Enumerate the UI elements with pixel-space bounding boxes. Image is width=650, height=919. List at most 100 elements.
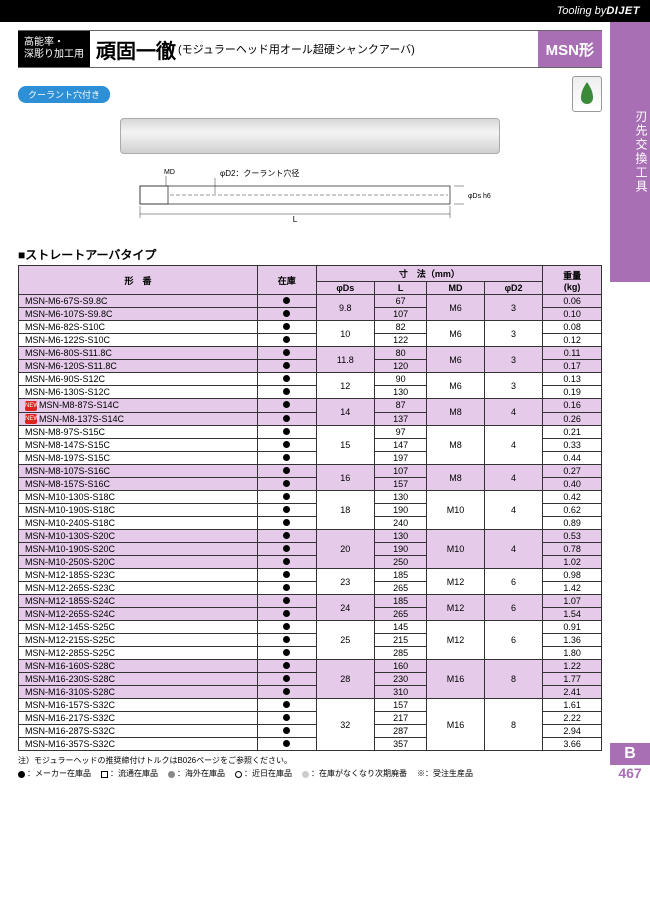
cell-weight: 1.54 [543, 608, 602, 621]
th-stock: 在庫 [257, 266, 316, 295]
stock-dot-icon [283, 636, 290, 643]
cell-md: M16 [427, 660, 485, 699]
stock-dot-icon [283, 610, 290, 617]
cell-weight: 0.44 [543, 452, 602, 465]
cell-L: 82 [375, 321, 427, 334]
cell-d2: 6 [484, 621, 543, 660]
cell-partnumber: MSN-M8-97S-S15C [19, 426, 258, 439]
stock-dot-icon [283, 688, 290, 695]
cell-md: M8 [427, 465, 485, 491]
cell-partnumber: MSN-M6-107S-S9.8C [19, 308, 258, 321]
cell-ds: 10 [316, 321, 375, 347]
product-title: 頑固一徹 (モジュラーヘッド用オール超硬シャンクアーバ) [90, 31, 538, 67]
cell-L: 147 [375, 439, 427, 452]
legend-maker: ：メーカー在庫品 [18, 768, 91, 779]
cell-partnumber: MSN-M16-217S-S32C [19, 712, 258, 725]
cell-stock [257, 543, 316, 556]
model-badge: MSN形 [538, 31, 602, 67]
cell-stock [257, 439, 316, 452]
usage-tag-line2: 深彫り加工用 [24, 49, 84, 61]
th-weight: 重量 (kg) [543, 266, 602, 295]
cell-partnumber: MSN-M12-215S-S25C [19, 634, 258, 647]
cell-md: M10 [427, 530, 485, 569]
cell-stock [257, 569, 316, 582]
stock-dot-icon [283, 336, 290, 343]
cell-L: 217 [375, 712, 427, 725]
cell-stock [257, 308, 316, 321]
cell-weight: 1.80 [543, 647, 602, 660]
stock-dot-icon [283, 662, 290, 669]
cell-partnumber: MSN-M6-122S-S10C [19, 334, 258, 347]
cell-stock [257, 347, 316, 360]
stock-dot-icon [283, 493, 290, 500]
cell-d2: 3 [484, 295, 543, 321]
cell-weight: 0.06 [543, 295, 602, 308]
cell-ds: 11.8 [316, 347, 375, 373]
product-diagram: L φD2：クーラント穴径 MD φDs h6 [18, 118, 602, 238]
stock-legend: ：メーカー在庫品 ：流通在庫品 ：海外在庫品 ：近日在庫品 ：在庫がなくなり次期… [18, 768, 602, 779]
cell-weight: 0.13 [543, 373, 602, 386]
usage-tag-line1: 高能率・ [24, 37, 84, 49]
cell-partnumber: MSN-M6-90S-S12C [19, 373, 258, 386]
stock-dot-icon [283, 375, 290, 382]
label-L: L [293, 215, 298, 224]
product-photo [120, 118, 500, 154]
cell-L: 107 [375, 465, 427, 478]
cell-L: 137 [375, 412, 427, 426]
cell-weight: 0.91 [543, 621, 602, 634]
cell-ds: 20 [316, 530, 375, 569]
stock-dot-icon [283, 480, 290, 487]
cell-md: M8 [427, 399, 485, 426]
cell-ds: 14 [316, 399, 375, 426]
cell-ds: 24 [316, 595, 375, 621]
cell-ds: 15 [316, 426, 375, 465]
cell-md: M6 [427, 347, 485, 373]
stock-dot-icon [283, 349, 290, 356]
table-row: MSN-M16-160S-S28C28160M1681.22 [19, 660, 602, 673]
title-sub: (モジュラーヘッド用オール超硬シャンクアーバ) [178, 41, 415, 57]
cell-L: 130 [375, 530, 427, 543]
cell-md: M8 [427, 426, 485, 465]
cell-partnumber: MSN-M6-120S-S11.8C [19, 360, 258, 373]
cell-d2: 8 [484, 699, 543, 751]
cell-stock [257, 360, 316, 373]
cell-stock [257, 582, 316, 595]
cell-weight: 0.21 [543, 426, 602, 439]
cell-stock [257, 621, 316, 634]
cell-partnumber: MSN-M12-265S-S24C [19, 608, 258, 621]
cell-L: 185 [375, 595, 427, 608]
table-row: MSN-M8-107S-S16C16107M840.27 [19, 465, 602, 478]
cell-L: 130 [375, 491, 427, 504]
label-md: MD [164, 169, 175, 176]
cell-stock [257, 465, 316, 478]
cell-d2: 3 [484, 347, 543, 373]
cell-stock [257, 608, 316, 621]
legend-kinjitsu: ：近日在庫品 [235, 768, 292, 779]
stock-dot-icon [283, 388, 290, 395]
cell-stock [257, 426, 316, 439]
cell-stock [257, 725, 316, 738]
cell-weight: 0.11 [543, 347, 602, 360]
th-dimensions: 寸 法（mm） [316, 266, 543, 282]
cell-stock [257, 334, 316, 347]
cell-weight: 0.40 [543, 478, 602, 491]
th-L: L [375, 282, 427, 295]
table-row: MSN-M8-97S-S15C1597M840.21 [19, 426, 602, 439]
cell-L: 122 [375, 334, 427, 347]
cell-L: 97 [375, 426, 427, 439]
eco-badge-icon [572, 76, 602, 112]
cell-L: 190 [375, 543, 427, 556]
side-category-label: 刃先交換工具 [610, 22, 650, 282]
cell-L: 87 [375, 399, 427, 413]
stock-dot-icon [283, 467, 290, 474]
cell-L: 285 [375, 647, 427, 660]
cell-L: 215 [375, 634, 427, 647]
cell-L: 67 [375, 295, 427, 308]
cell-ds: 23 [316, 569, 375, 595]
cell-stock [257, 660, 316, 673]
cell-md: M6 [427, 295, 485, 321]
cell-d2: 3 [484, 373, 543, 399]
badge-row: クーラント穴付き [18, 76, 602, 112]
cell-L: 157 [375, 699, 427, 712]
cell-d2: 6 [484, 569, 543, 595]
